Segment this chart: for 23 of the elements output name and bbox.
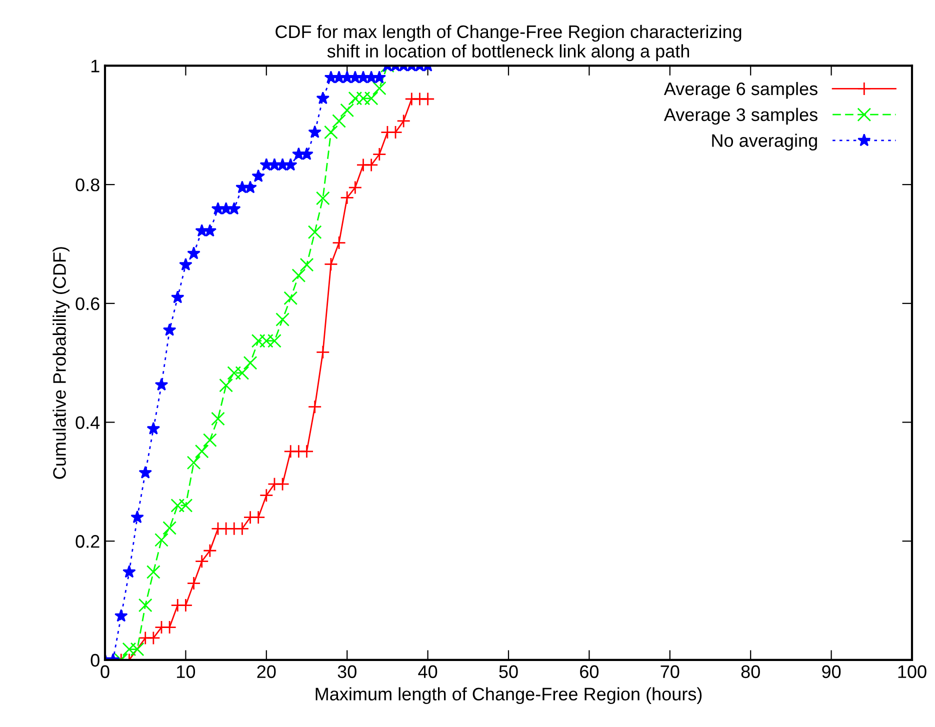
x-tick-label: 0 [100,665,110,678]
legend-label: No averaging [712,134,817,151]
x-tick-label: 60 [580,665,599,678]
y-tick-label: 0 [90,654,100,667]
x-tick-label: 100 [898,665,926,678]
y-tick-label: 0.8 [76,178,100,192]
x-tick-label: 80 [741,665,760,678]
chart-title: CDF for max length of Change-Free Region characterizing shift in location of bottleneck link along a path [276,24,742,62]
x-tick-label: 50 [499,665,518,678]
x-tick-label: 40 [418,665,438,678]
x-tick-label: 30 [338,665,356,678]
x-tick-label: 20 [257,665,276,678]
x-axis-title: Maximum length of Change-Free Region (hours) [316,687,702,704]
y-axis-title: Cumulative Probability (CDF) [52,247,70,479]
x-tick-label: 90 [822,665,841,678]
y-tick-label: 0.2 [76,535,100,548]
y-tick-label: 0.6 [76,297,100,310]
y-tick-label: 1 [91,60,100,72]
y-tick-label: 0.4 [76,416,100,429]
legend-label: Average 6 samples [664,82,818,99]
x-tick-label: 70 [660,665,680,678]
legend-label: Average 3 samples [664,108,818,125]
x-tick-label: 10 [177,665,196,678]
